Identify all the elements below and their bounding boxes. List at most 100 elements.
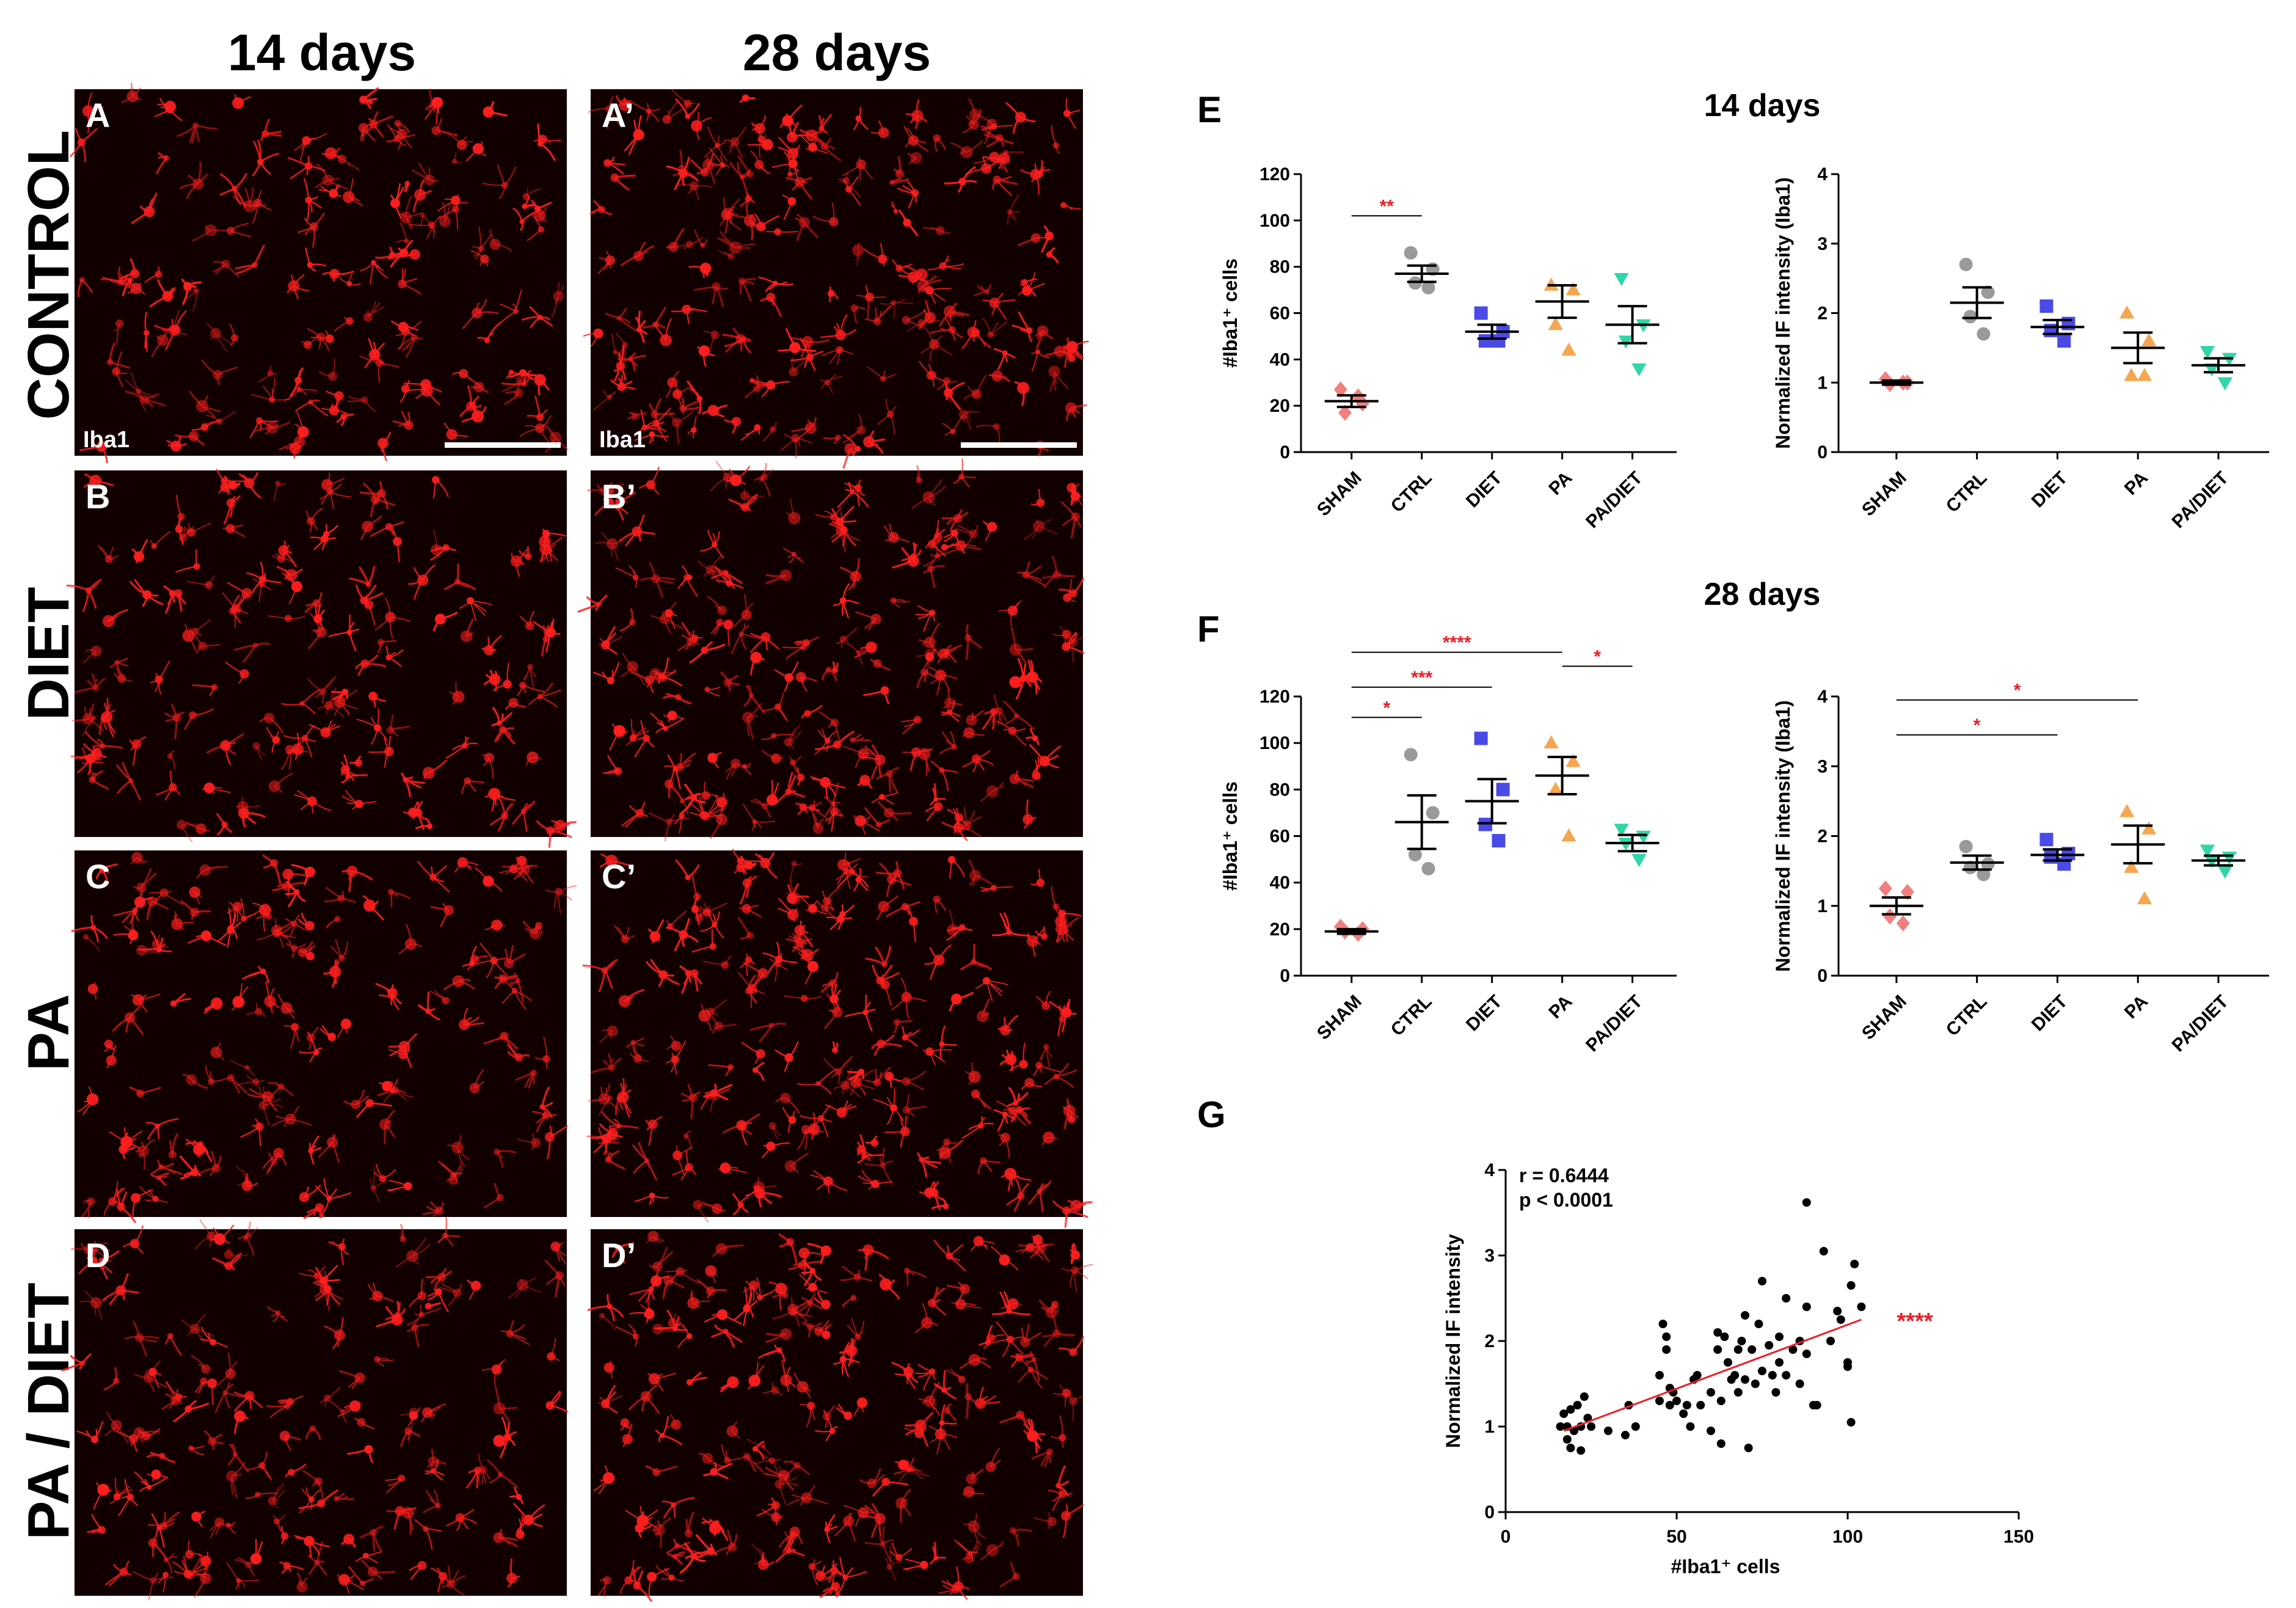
- x-tick-label: PA: [2121, 992, 2152, 1023]
- panel-letter-g: G: [1197, 1094, 1226, 1135]
- data-point: [1812, 1401, 1821, 1409]
- y-tick-label: 120: [1259, 164, 1290, 185]
- x-tick-label: PA/DIET: [2168, 468, 2232, 532]
- data-point: [1900, 883, 1914, 901]
- data-point: [1604, 1427, 1613, 1435]
- micrograph-panel-letter: A’: [602, 96, 634, 134]
- data-point: [2204, 363, 2220, 377]
- y-tick-label: 60: [1270, 304, 1290, 324]
- data-point: [1744, 1444, 1753, 1452]
- micrograph-panel-letter: C: [86, 857, 110, 896]
- data-point: [2124, 368, 2139, 381]
- micrograph-background: [75, 850, 567, 1217]
- data-point: [1771, 1388, 1780, 1397]
- data-point: [1496, 783, 1510, 797]
- y-tick-label: 3: [1484, 1246, 1495, 1266]
- y-tick-label: 2: [1817, 827, 1828, 847]
- data-point: [1614, 272, 1629, 287]
- x-tick-label: 150: [2003, 1527, 2034, 1547]
- y-tick-label: 0: [1280, 442, 1290, 462]
- row-header-pa-diet: PA / DIET: [16, 1282, 81, 1540]
- micrograph-panel-letter: D’: [602, 1236, 636, 1274]
- y-tick-label: 3: [1817, 756, 1828, 777]
- microglia-signal: [577, 458, 1085, 842]
- data-point: [1977, 327, 1991, 341]
- regression-line: [1563, 1318, 1862, 1432]
- data-point: [2061, 316, 2076, 331]
- significance-label: *: [1973, 715, 1981, 736]
- data-point: [1716, 1439, 1726, 1448]
- x-tick-label: PA/DIET: [1582, 992, 1646, 1056]
- data-point: [2199, 346, 2215, 359]
- data-point: [1748, 1345, 1757, 1354]
- data-point: [2119, 803, 2135, 817]
- x-tick-label: CTRL: [1942, 992, 1991, 1040]
- data-point: [1981, 857, 1995, 871]
- micrograph-background: [591, 89, 1083, 456]
- x-tick-label: SHAM: [1313, 992, 1366, 1044]
- chart-e-if-intensity: 0 1 2 3 4 SHAM CTRL DIET PA PA/DIET Normalized IF …: [1772, 164, 2269, 532]
- y-tick-label: 40: [1270, 873, 1290, 893]
- data-point: [1576, 1446, 1586, 1455]
- micrograph-panel: A Iba1: [70, 82, 569, 464]
- data-point: [1741, 1375, 1749, 1384]
- row-header-diet: DIET: [16, 587, 81, 721]
- data-point: [1850, 1260, 1859, 1268]
- data-point: [1478, 334, 1492, 348]
- chart-f-cell-count: 0 20 40 60 80 100 120 SHAM CTRL DIET PA PA/DIET #Iba…: [1219, 633, 1677, 1056]
- data-point: [1802, 1350, 1811, 1358]
- data-point: [1404, 246, 1418, 260]
- data-point: [1658, 1320, 1667, 1328]
- data-point: [1548, 781, 1563, 795]
- data-point: [1959, 839, 1973, 853]
- data-point: [1556, 1422, 1565, 1431]
- data-point: [1788, 1345, 1798, 1354]
- scale-bar: [445, 442, 561, 448]
- data-point: [1713, 1328, 1722, 1337]
- x-tick-label: 0: [1501, 1527, 1511, 1547]
- data-point: [1333, 381, 1347, 398]
- data-point: [2057, 334, 2071, 348]
- y-tick-label: 0: [1817, 442, 1828, 462]
- data-point: [1662, 1332, 1671, 1341]
- data-point: [1836, 1315, 1845, 1324]
- micrograph-panel: C’: [582, 849, 1093, 1228]
- data-point: [1561, 828, 1576, 842]
- significance-label: ***: [1411, 668, 1432, 688]
- micrograph-background: [591, 470, 1083, 837]
- x-tick-label: SHAM: [1313, 468, 1366, 521]
- micrograph-panel-letter: C’: [602, 857, 636, 896]
- group-title-28-days: 28 days: [1704, 577, 1821, 612]
- micrograph-panel: C: [71, 850, 577, 1223]
- data-point: [1573, 1401, 1582, 1409]
- x-tick-label: DIET: [1462, 992, 1506, 1036]
- data-point: [1696, 1401, 1705, 1409]
- x-axis-label: #Iba1⁺ cells: [1671, 1555, 1780, 1577]
- microglia-signal: [70, 82, 569, 464]
- y-axis-label: Normalized IF intensity: [1442, 1234, 1464, 1448]
- y-tick-label: 20: [1270, 919, 1290, 940]
- data-point: [1655, 1371, 1664, 1380]
- data-point: [1768, 1371, 1777, 1380]
- row-header-pa: PA: [16, 994, 81, 1071]
- data-point: [1802, 1198, 1811, 1207]
- micrograph-panel: A’ Iba1: [583, 89, 1089, 469]
- data-point: [2217, 377, 2232, 390]
- data-point: [1631, 363, 1647, 377]
- micrograph-stain-label: Iba1: [83, 427, 129, 453]
- y-tick-label: 60: [1270, 827, 1290, 847]
- x-tick-label: DIET: [2028, 992, 2072, 1036]
- data-point: [2141, 821, 2157, 835]
- data-point: [1819, 1247, 1828, 1255]
- y-axis-label: #Iba1⁺ cells: [1219, 258, 1241, 368]
- panel-letter-f: F: [1197, 608, 1220, 649]
- data-point: [1720, 1332, 1729, 1341]
- data-point: [1716, 1397, 1726, 1405]
- data-point: [2039, 833, 2054, 847]
- data-point: [1474, 731, 1488, 745]
- panel-letter-e: E: [1197, 89, 1222, 130]
- data-point: [1775, 1332, 1784, 1341]
- data-point: [1963, 860, 1977, 874]
- data-point: [1737, 1337, 1746, 1345]
- data-point: [1758, 1277, 1766, 1285]
